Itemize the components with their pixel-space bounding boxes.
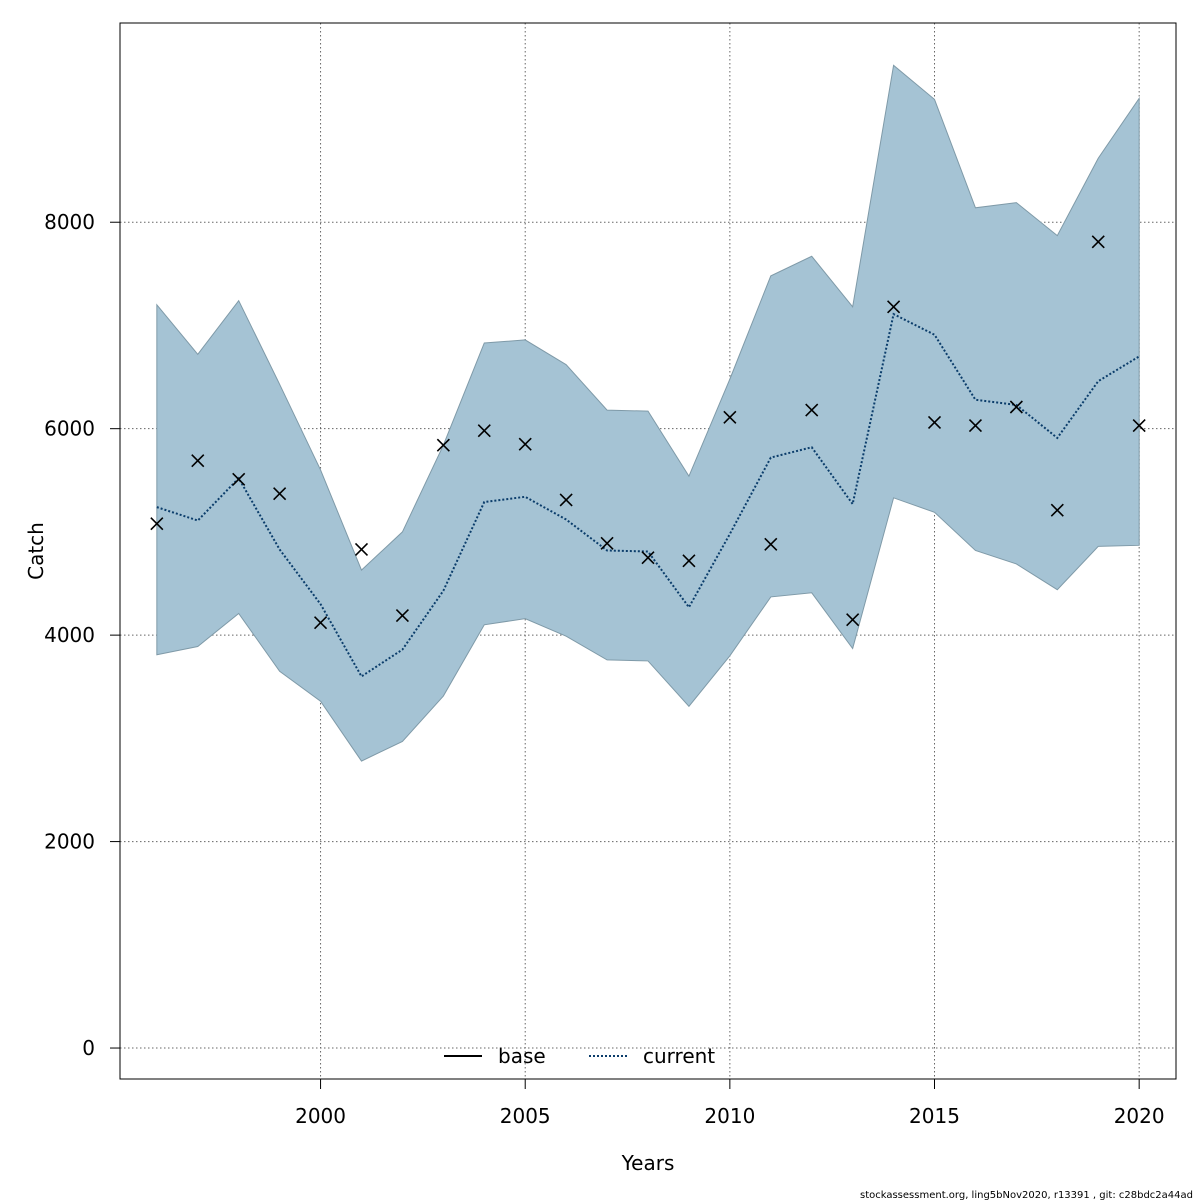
observed-point-2013 xyxy=(846,613,860,627)
x-tick-label-2000: 2000 xyxy=(295,1104,346,1128)
observed-point-2002 xyxy=(395,608,409,623)
x-tick-label-2005: 2005 xyxy=(500,1104,551,1128)
observed-point-2011 xyxy=(764,537,778,551)
observed-point-2008 xyxy=(641,551,655,565)
confidence-band xyxy=(156,64,1140,762)
y-tick-label-8000: 8000 xyxy=(44,210,95,234)
observed-point-2010 xyxy=(723,410,737,424)
observed-point-1996 xyxy=(150,517,164,531)
observed-point-2020 xyxy=(1132,419,1146,433)
observed-point-2005 xyxy=(518,437,532,451)
observed-point-1997 xyxy=(191,454,205,468)
observed-point-2019 xyxy=(1091,235,1105,249)
y-tick-label-4000: 4000 xyxy=(44,623,95,647)
observed-point-2014 xyxy=(887,300,901,314)
observed-point-2015 xyxy=(927,415,942,430)
y-axis-title: Catch xyxy=(24,522,48,580)
confidence-band-group xyxy=(156,64,1140,762)
observed-points-group xyxy=(150,235,1146,630)
y-tick-label-0: 0 xyxy=(82,1036,95,1060)
y-axis: 0 2000 4000 6000 8000 xyxy=(44,210,120,1060)
legend-label-base: base xyxy=(498,1044,546,1068)
observed-point-2006 xyxy=(559,493,573,507)
observed-point-2017 xyxy=(1009,400,1023,414)
legend: base current xyxy=(444,1044,715,1068)
y-tick-label-6000: 6000 xyxy=(44,417,95,441)
x-tick-label-2020: 2020 xyxy=(1114,1104,1165,1128)
legend-label-current: current xyxy=(643,1044,715,1068)
observed-point-2009 xyxy=(682,554,696,568)
y-tick-label-2000: 2000 xyxy=(44,830,95,854)
footer-note: stockassessment.org, ling5bNov2020, r133… xyxy=(860,1190,1193,1200)
x-axis: 2000 2005 2010 2015 2020 xyxy=(295,1079,1165,1128)
observed-point-2000 xyxy=(313,616,328,630)
observed-point-2016 xyxy=(968,419,983,433)
observed-point-2001 xyxy=(354,542,369,557)
x-axis-title: Years xyxy=(621,1151,675,1175)
x-tick-label-2010: 2010 xyxy=(704,1104,755,1128)
observed-point-2018 xyxy=(1050,503,1064,517)
observed-point-1999 xyxy=(273,487,287,501)
series-line-current xyxy=(156,312,1140,678)
observed-point-1998 xyxy=(232,472,246,486)
x-tick-label-2015: 2015 xyxy=(909,1104,960,1128)
observed-point-2003 xyxy=(436,438,450,452)
plot-frame xyxy=(119,22,1177,1080)
observed-point-2004 xyxy=(477,424,491,438)
observed-point-2012 xyxy=(805,403,819,417)
observed-point-2007 xyxy=(600,536,614,550)
series-lines-group xyxy=(156,312,1140,678)
